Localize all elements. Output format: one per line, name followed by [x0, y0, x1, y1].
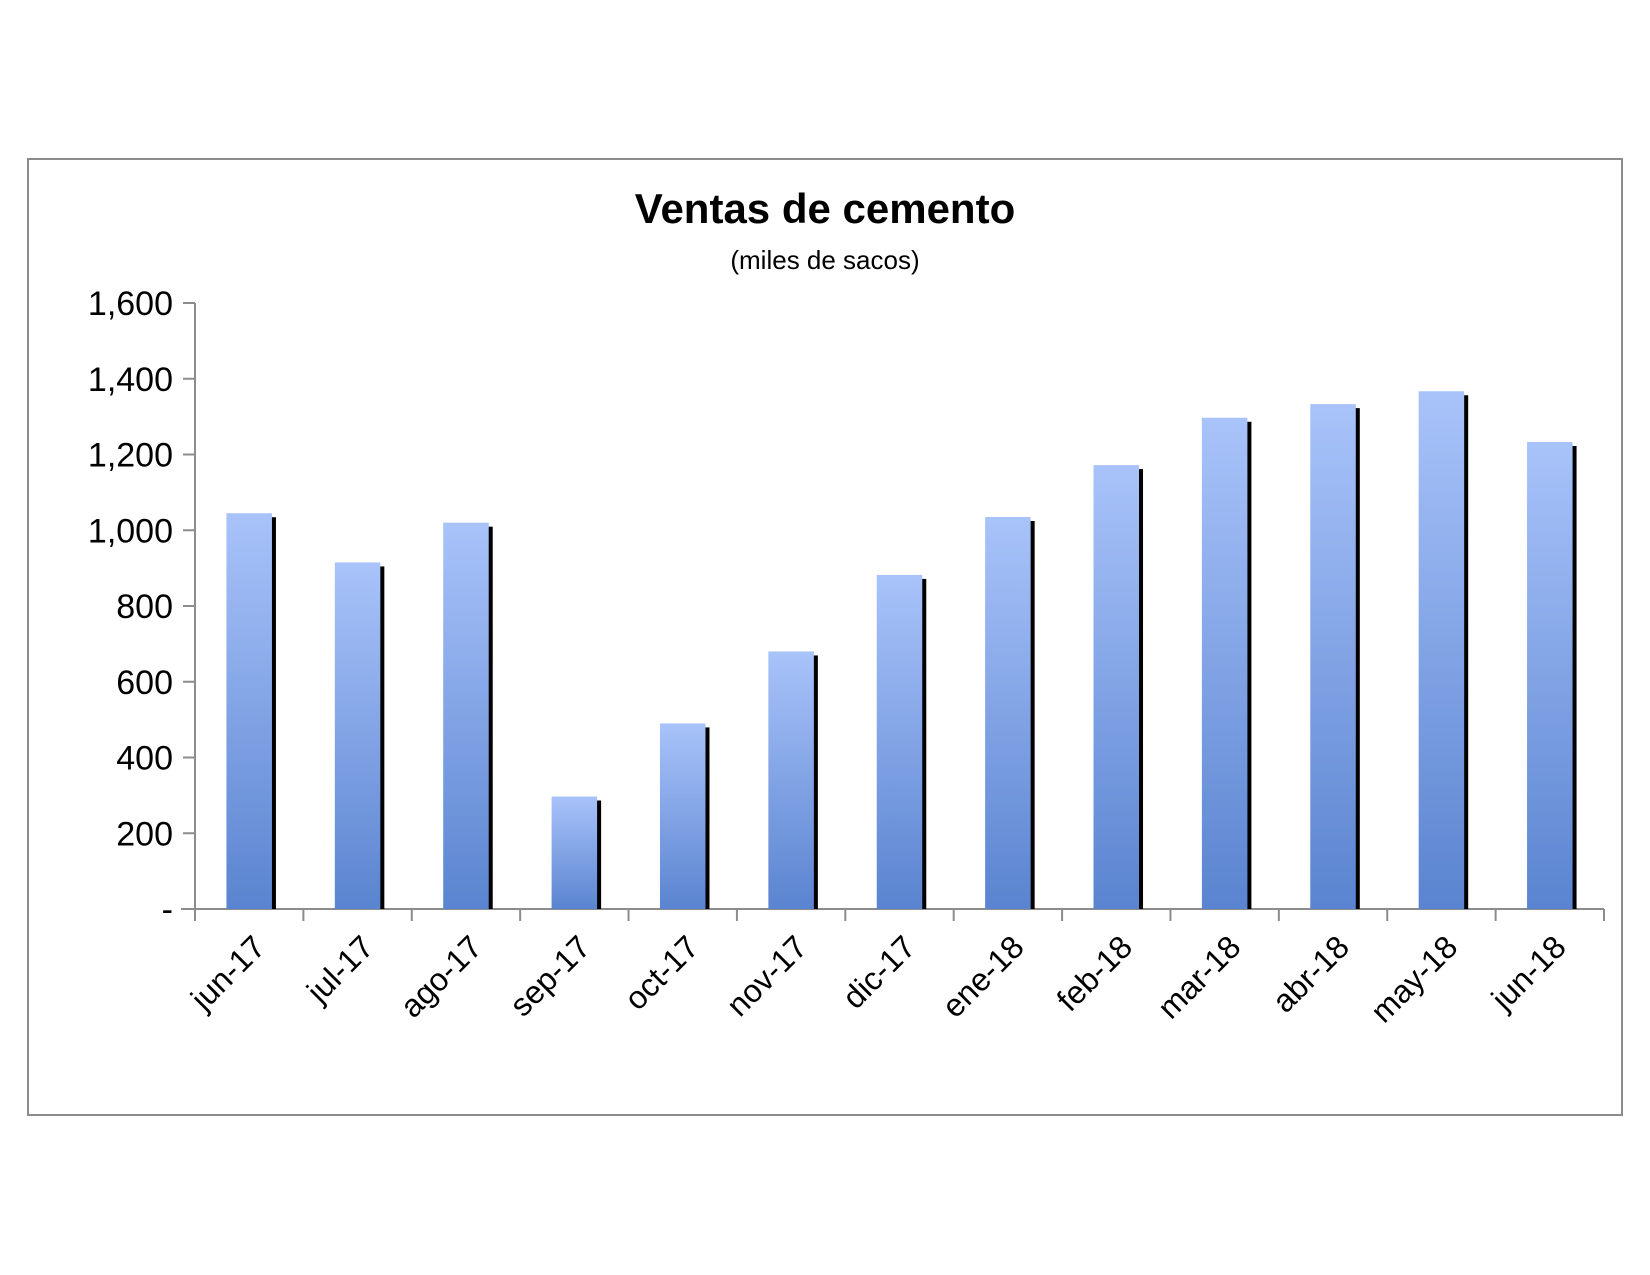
y-tick-label: - [162, 891, 173, 929]
bar-jun-18 [1527, 442, 1573, 909]
bar-jun-17 [226, 513, 272, 909]
bar-nov-17 [768, 651, 814, 909]
x-tick-label: abr-18 [1265, 928, 1356, 1019]
bar-jul-17 [334, 562, 381, 909]
chart-title: Ventas de cemento [634, 185, 1016, 232]
x-tick-label: ene-18 [935, 928, 1031, 1024]
chart-subtitle: (miles de sacos) [730, 245, 920, 275]
bar-feb-18 [1093, 465, 1140, 909]
bar-oct-17 [659, 723, 706, 909]
bar-ene-18 [985, 516, 1031, 909]
x-tick-label: ago-17 [393, 928, 489, 1024]
bar-dic-17 [876, 574, 923, 909]
y-tick-label: 600 [116, 664, 173, 702]
x-tick-label: jun-17 [183, 928, 272, 1017]
x-tick-label: jun-18 [1484, 928, 1573, 1017]
y-tick-label: 1,000 [88, 512, 173, 550]
bar-ago-17 [443, 522, 489, 909]
y-tick-label: 1,400 [88, 361, 173, 399]
y-tick-label: 200 [116, 815, 173, 853]
y-tick-label: 800 [116, 588, 173, 626]
bar-abr-18 [1310, 404, 1356, 909]
y-tick-label: 1,600 [88, 285, 173, 323]
chart-plot: - 200 400 600 800 1,000 1,200 1,400 1,600 jun-17 j… [88, 285, 1605, 1029]
y-tick-label: 400 [116, 740, 173, 778]
x-tick-label: dic-17 [835, 928, 922, 1015]
x-tick-label: sep-17 [503, 928, 598, 1023]
x-tick-label: oct-17 [617, 928, 705, 1016]
bar-sep-17 [551, 796, 598, 909]
x-tick-label: feb-18 [1050, 928, 1140, 1018]
bar-mar-18 [1201, 417, 1248, 909]
x-tick-label: mar-18 [1150, 928, 1247, 1025]
y-tick-label: 1,200 [88, 437, 173, 475]
x-tick-label: jul-17 [299, 928, 381, 1010]
x-tick-label: may-18 [1363, 928, 1464, 1029]
chart-frame: Ventas de cemento (miles de sacos) - 200 4… [27, 158, 1623, 1116]
bar-may-18 [1418, 391, 1465, 909]
x-tick-label: nov-17 [719, 928, 814, 1023]
